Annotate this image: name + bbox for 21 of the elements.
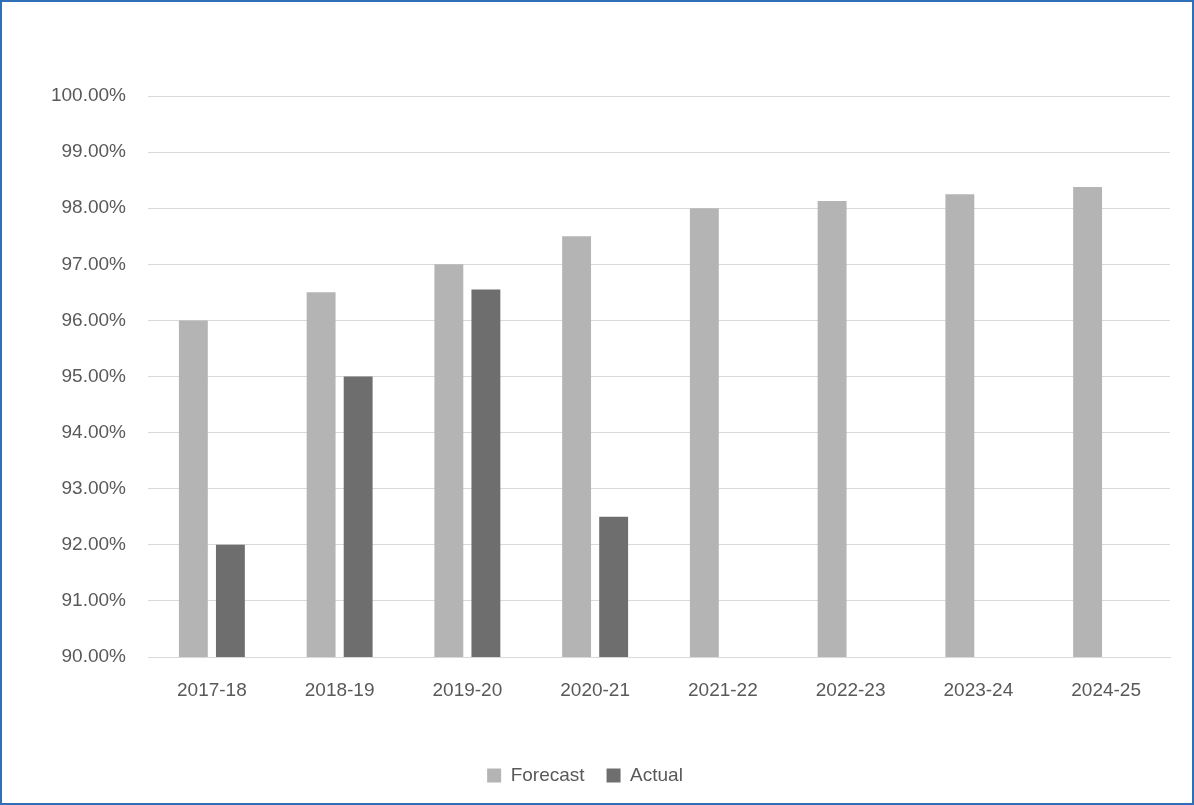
- y-tick-label: 95.00%: [61, 364, 127, 386]
- legend-label: Forecast: [510, 763, 586, 785]
- y-tick-label: 100.00%: [50, 84, 127, 106]
- x-tick-label: 2022-23: [815, 678, 886, 700]
- x-tick-label: 2023-24: [943, 678, 1014, 700]
- y-tick-label: 90.00%: [61, 645, 127, 667]
- legend-label: Actual: [630, 763, 683, 785]
- y-tick-label: 96.00%: [61, 308, 127, 330]
- x-tick-label: 2019-20: [432, 678, 503, 700]
- x-tick-label: 2018-19: [304, 678, 375, 700]
- y-tick-label: 97.00%: [61, 252, 127, 274]
- y-tick-label: 91.00%: [61, 589, 127, 611]
- y-tick-label: 98.00%: [61, 196, 127, 218]
- x-tick-label: 2017-18: [177, 678, 247, 700]
- x-tick-label: 2024-25: [1071, 678, 1141, 700]
- y-tick-label: 92.00%: [61, 533, 127, 555]
- y-tick-label: 94.00%: [61, 420, 127, 442]
- y-tick-label: 93.00%: [61, 476, 127, 498]
- x-tick-label: 2020-21: [560, 678, 630, 700]
- y-tick-label: 99.00%: [61, 140, 127, 162]
- x-tick-label: 2021-22: [688, 678, 758, 700]
